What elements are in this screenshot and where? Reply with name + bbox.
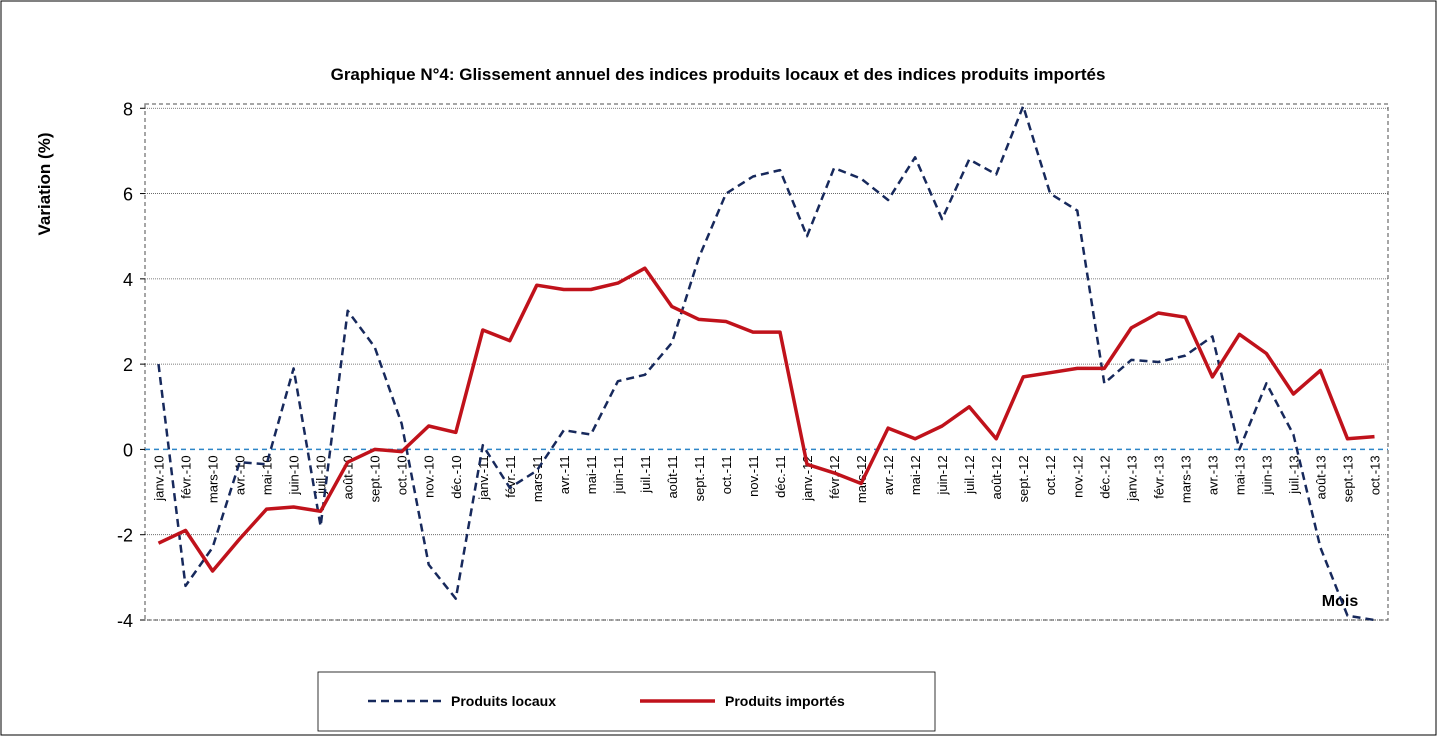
x-tick-label: févr.-10 [179, 455, 194, 498]
x-tick-label: oct.-11 [719, 455, 734, 494]
x-tick-label: mars-10 [206, 455, 221, 503]
chart-title: Graphique N°4: Glissement annuel des ind… [331, 65, 1106, 84]
x-tick-label: août-13 [1313, 455, 1328, 499]
x-tick-label: mars-13 [1178, 455, 1193, 503]
series-line [157, 104, 1375, 622]
y-tick-label: 4 [123, 270, 133, 290]
y-tick-label: 0 [123, 440, 133, 460]
x-tick-label: déc.-11 [773, 455, 788, 497]
x-tick-label: mai-10 [260, 455, 275, 495]
x-tick-label: sept.-11 [692, 455, 707, 501]
x-tick-label: nov.-11 [746, 455, 761, 496]
x-tick-label: sept.-12 [1016, 455, 1031, 502]
x-tick-label: janv.-11 [476, 455, 491, 500]
x-tick-label: août-11 [665, 455, 680, 498]
x-tick-label: juin-10 [287, 455, 302, 495]
x-tick-label: juil.-10 [314, 455, 329, 494]
x-tick-label: oct.-12 [1043, 455, 1058, 495]
x-tick-label: oct.-10 [395, 455, 410, 495]
y-tick-label: 2 [123, 355, 133, 375]
x-tick-label: févr.-13 [1151, 455, 1166, 498]
x-tick-label: juin-13 [1259, 455, 1274, 495]
x-tick-label: sept.-10 [368, 455, 383, 502]
x-tick-label: févr.-12 [827, 455, 842, 498]
x-tick-label: avr.-10 [233, 455, 248, 495]
x-tick-label: déc.-12 [1097, 455, 1112, 498]
x-tick-label: nov.-10 [422, 455, 437, 497]
x-tick-label: déc.-10 [449, 455, 464, 498]
legend-label: Produits importés [725, 693, 845, 709]
x-axis-label: Mois [1322, 593, 1359, 610]
x-tick-label: juil.-11 [638, 455, 653, 493]
x-tick-label: juil.-13 [1286, 455, 1301, 494]
x-tick-label: janv.-10 [152, 455, 167, 501]
legend-label: Produits locaux [451, 693, 556, 709]
x-tick-label: août-12 [989, 455, 1004, 499]
x-tick-label: oct.-13 [1367, 455, 1382, 495]
y-tick-label: -2 [117, 526, 133, 546]
x-tick-label: juin-11 [611, 455, 626, 494]
series-line [157, 266, 1375, 573]
y-tick-label: 8 [123, 99, 133, 119]
y-axis-label: Variation (%) [35, 133, 54, 236]
x-tick-label: mai-11 [584, 455, 599, 494]
x-tick-label: avr.-12 [881, 455, 896, 495]
x-tick-label: nov.-12 [1070, 455, 1085, 497]
y-tick-label: 6 [123, 185, 133, 205]
x-tick-label: mai-13 [1232, 455, 1247, 495]
x-tick-label: avr.-11 [557, 455, 572, 494]
x-tick-label: mars-11 [530, 455, 545, 502]
plot-area [144, 103, 1389, 621]
x-tick-label: janv.-13 [1124, 455, 1139, 501]
y-tick-label: -4 [117, 611, 133, 631]
x-tick-label: févr.-11 [503, 455, 518, 497]
x-tick-label: sept.-13 [1340, 455, 1355, 502]
x-tick-label: juil.-12 [962, 455, 977, 494]
x-tick-label: juin-12 [935, 455, 950, 495]
x-tick-label: mai-12 [908, 455, 923, 495]
x-tick-label: avr.-13 [1205, 455, 1220, 495]
